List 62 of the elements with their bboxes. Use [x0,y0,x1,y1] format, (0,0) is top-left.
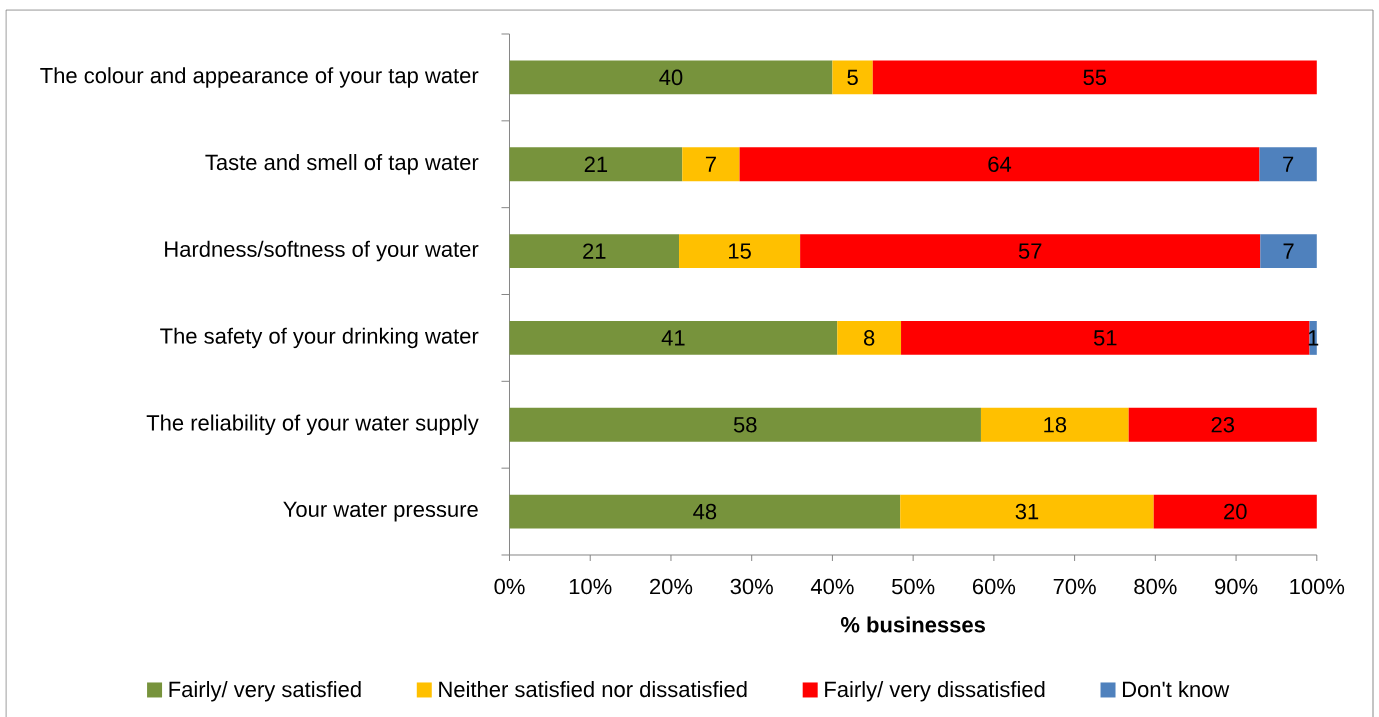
x-tick-label: 50% [892,578,935,595]
bar [509,147,683,182]
y-tick-label: The safety of your drinking water [160,327,479,349]
data-label: 8 [864,330,875,346]
x-tick-label: 40% [810,578,854,595]
data-label: 5 [847,69,858,86]
bar [509,494,901,529]
y-tick-label: Taste and smell of tap water [205,154,479,175]
bar [800,234,1261,269]
bar [509,320,838,355]
bar [901,320,1310,355]
data-label: 21 [583,243,606,259]
bar [509,60,833,95]
bar [1128,407,1317,442]
bar [1260,234,1317,269]
bar [739,147,1260,182]
bar [509,407,981,442]
legend-label: Fairly/ very dissatisfied [825,681,1045,702]
x-tick-label: 70% [1053,578,1096,595]
data-label: 15 [729,243,751,259]
x-tick-label: 90% [1215,578,1258,595]
data-label: 20 [1224,503,1247,520]
x-tick-label: 30% [730,578,773,595]
data-label: 23 [1211,416,1235,433]
data-label: 7 [1283,243,1294,259]
data-label: 21 [584,156,608,172]
data-label: 31 [1015,503,1039,520]
y-tick-label: The reliability of your water supply [146,414,479,435]
y-tick-label: The colour and appearance of your tap water [40,67,479,88]
x-axis-title: % businesses [840,616,985,633]
bar [900,494,1154,529]
y-tick-label: Your water pressure [283,501,478,522]
legend-label: Fairly/ very satisfied [169,681,361,702]
data-label: 64 [988,156,1012,173]
bar [679,234,801,269]
data-label: 55 [1083,69,1107,86]
data-label: 7 [705,156,716,172]
bar [509,234,680,269]
y-tick-label: Hardness/softness of your water [165,240,479,262]
bar [1153,494,1317,529]
bar [832,60,873,95]
data-label: 51 [1093,330,1117,346]
legend-label: Don't know [1122,681,1230,698]
data-label: 58 [733,416,757,433]
data-label: 7 [1283,156,1294,172]
data-label: 57 [1018,243,1042,259]
x-tick-label: 10% [569,578,612,595]
data-label: 48 [693,503,717,520]
data-label: 18 [1044,416,1067,433]
x-tick-label: 100% [1290,578,1345,595]
legend-label: Neither satisfied nor dissatisfied [439,681,747,698]
x-tick-label: 60% [972,578,1016,595]
bar [872,60,1317,95]
x-tick-label: 80% [1134,578,1177,595]
bar [682,147,740,182]
x-tick-label: 0% [494,578,525,595]
bar [837,320,902,355]
x-tick-label: 20% [650,578,693,595]
bar [1259,147,1317,182]
bar [980,407,1129,442]
data-label: 41 [661,330,685,346]
data-label: 40 [659,69,683,86]
